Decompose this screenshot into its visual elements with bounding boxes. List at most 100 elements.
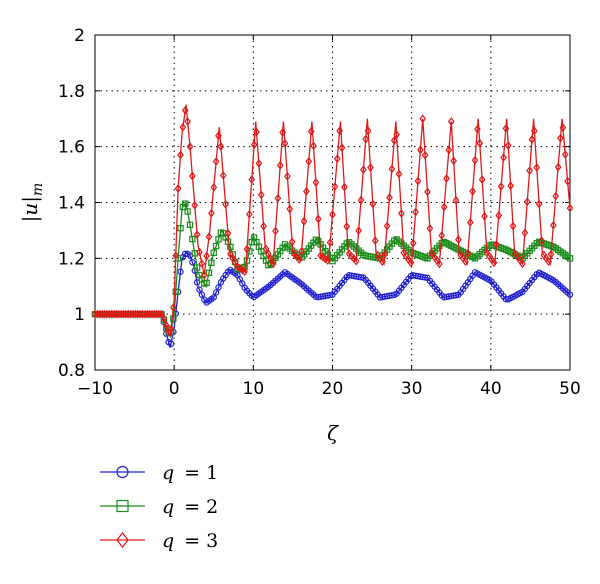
y-axis-label-subscript: m — [30, 183, 46, 196]
data-point — [101, 309, 108, 319]
data-point — [547, 249, 555, 259]
data-point — [186, 142, 194, 152]
series-lines — [91, 104, 574, 348]
data-point — [438, 231, 446, 240]
data-point — [260, 221, 267, 231]
data-point — [193, 264, 201, 271]
data-point — [146, 309, 153, 319]
data-point — [139, 309, 146, 319]
legend-item: q = 3 — [100, 530, 218, 552]
data-point — [295, 255, 303, 264]
data-point — [127, 309, 134, 319]
y-tick-label: 1.2 — [58, 249, 85, 269]
data-point — [286, 204, 294, 214]
data-point — [177, 150, 184, 160]
data-point — [210, 249, 217, 256]
data-point — [255, 159, 263, 168]
y-tick-label: 1.8 — [58, 82, 85, 102]
legend-value: = 1 — [184, 462, 218, 484]
y-tick-label: 1 — [74, 305, 85, 325]
data-point — [103, 309, 111, 319]
data-point — [250, 140, 258, 150]
data-point — [331, 182, 339, 192]
data-point — [215, 131, 222, 141]
series-line — [95, 251, 571, 348]
data-point — [426, 224, 434, 233]
data-point — [167, 324, 175, 334]
data-point — [502, 124, 510, 133]
data-point — [186, 221, 194, 229]
x-tick-label: 10 — [243, 379, 265, 399]
y-axis-label: |u|m — [18, 183, 46, 223]
data-point — [559, 123, 567, 133]
data-point — [369, 199, 377, 209]
data-point — [550, 220, 557, 230]
data-point — [307, 127, 315, 136]
data-point — [509, 221, 517, 231]
data-point — [305, 157, 313, 166]
data-point — [155, 309, 163, 319]
legend-marker — [116, 465, 129, 479]
data-point — [276, 160, 284, 170]
data-point — [198, 259, 206, 268]
x-tick-label: 30 — [401, 379, 423, 399]
legend-item: q = 1 — [100, 462, 218, 484]
data-point — [538, 236, 545, 245]
data-point — [182, 200, 189, 207]
data-point — [120, 309, 127, 319]
data-point — [407, 258, 415, 268]
data-point — [153, 309, 161, 319]
data-point — [262, 244, 270, 254]
data-point — [557, 133, 564, 143]
data-point — [170, 303, 177, 312]
data-point — [412, 207, 419, 217]
tick-labels: −10 0 10 20 30 40 50 0.8 1 1.2 1.4 1.6 1.8 2 — [58, 26, 581, 399]
data-point — [181, 106, 189, 115]
legend-value: = 2 — [184, 496, 218, 518]
data-point — [91, 309, 99, 319]
data-point — [141, 309, 149, 319]
data-point — [341, 182, 348, 192]
legend-value: = 3 — [184, 530, 218, 552]
data-point — [533, 163, 541, 172]
data-point — [474, 124, 481, 134]
data-point — [274, 193, 282, 203]
data-point — [174, 184, 182, 193]
data-point — [367, 163, 374, 172]
data-point — [464, 249, 472, 258]
data-point — [419, 114, 427, 124]
data-point — [205, 232, 213, 242]
data-point — [362, 134, 370, 144]
data-point — [177, 224, 184, 232]
data-point — [265, 249, 272, 259]
y-axis-label-main: |u| — [18, 196, 43, 222]
data-point — [452, 195, 460, 205]
data-point — [329, 210, 336, 219]
data-point — [248, 175, 256, 184]
data-point — [177, 268, 184, 275]
data-point — [360, 165, 367, 174]
y-tick-label: 0.8 — [58, 361, 85, 381]
data-point — [129, 309, 137, 319]
data-point — [208, 208, 215, 218]
data-point — [113, 309, 120, 319]
data-point — [281, 139, 289, 148]
data-point — [493, 240, 500, 249]
data-point — [136, 309, 144, 319]
data-point — [343, 222, 351, 231]
data-point — [279, 128, 286, 137]
y-tick-label: 1.6 — [58, 138, 85, 158]
data-point — [196, 247, 203, 257]
data-point — [507, 181, 514, 191]
data-point — [217, 142, 225, 151]
data-point — [462, 257, 469, 267]
data-point — [390, 136, 398, 145]
data-point — [447, 117, 455, 126]
data-point — [566, 255, 574, 262]
data-point — [122, 309, 130, 319]
data-point — [110, 309, 118, 319]
data-point — [189, 171, 196, 181]
legend-label: q = 1 — [162, 462, 218, 484]
data-point — [288, 237, 296, 247]
data-point — [388, 164, 396, 174]
